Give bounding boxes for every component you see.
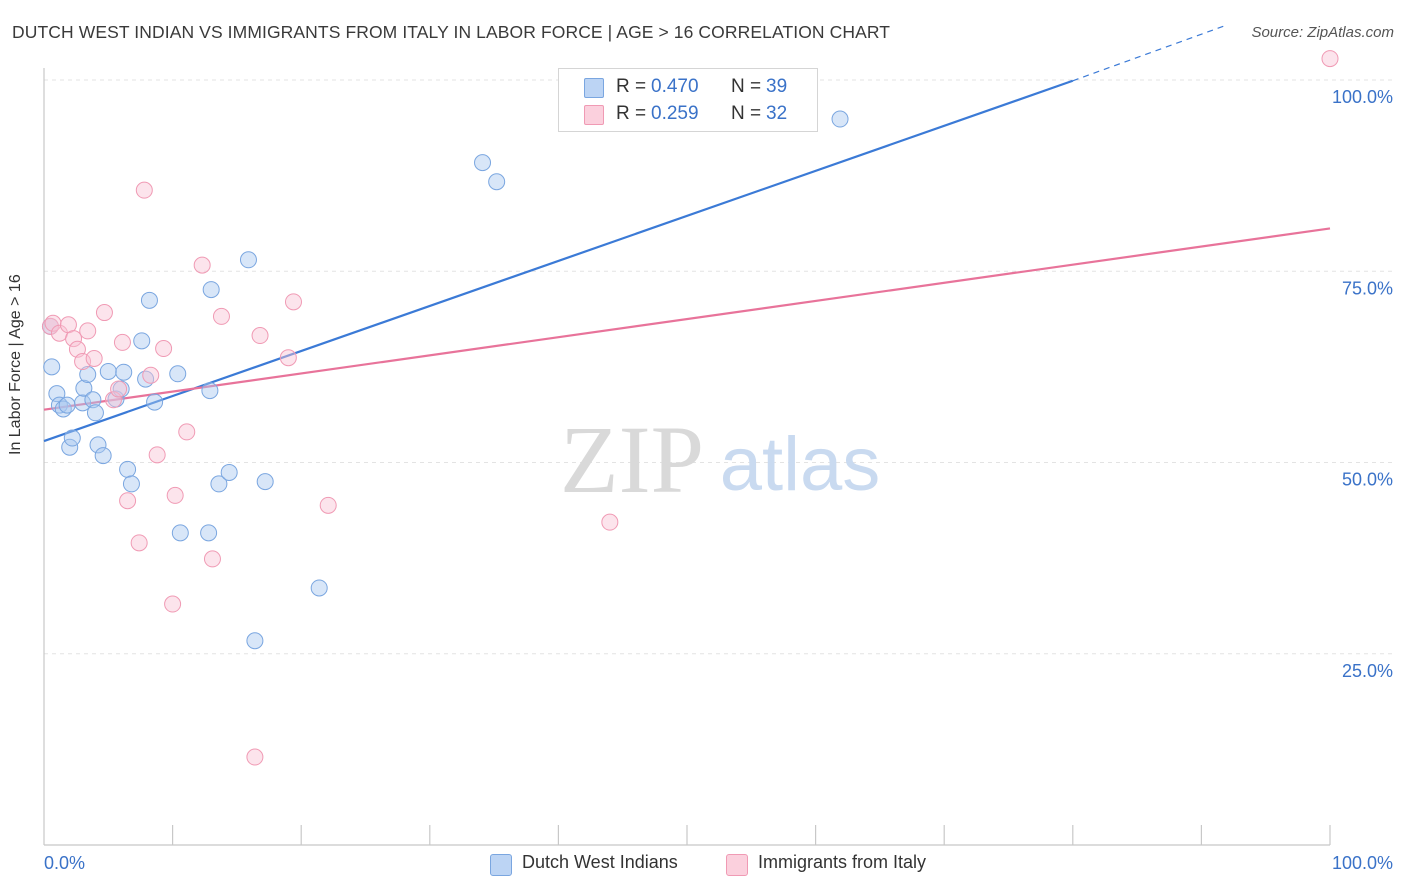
bottom-legend-label: Immigrants from Italy xyxy=(758,852,927,872)
point-dutch-west-indians xyxy=(256,473,274,491)
point-immigrants-italy xyxy=(251,327,269,345)
bottom-legend-label: Dutch West Indians xyxy=(522,852,678,872)
point-immigrants-italy xyxy=(193,256,211,274)
legend-swatch-pink xyxy=(584,105,604,125)
point-immigrants-italy xyxy=(130,534,148,552)
point-dutch-west-indians xyxy=(169,365,187,383)
legend-n-label: N = xyxy=(731,76,762,97)
watermark-atlas: atlas xyxy=(720,422,881,507)
point-immigrants-italy xyxy=(142,366,160,384)
point-immigrants-italy xyxy=(110,380,128,398)
legend-swatch-blue xyxy=(584,78,604,98)
point-dutch-west-indians xyxy=(201,382,219,400)
point-immigrants-italy xyxy=(113,333,131,351)
y-tick-label: 100.0% xyxy=(1332,87,1393,107)
legend-r-label: R = xyxy=(616,76,647,97)
legend-r-value: 0.470 xyxy=(651,76,699,97)
point-immigrants-italy xyxy=(85,349,103,367)
source-label: Source: ZipAtlas.com xyxy=(1251,24,1394,41)
point-immigrants-italy xyxy=(65,330,83,348)
point-dutch-west-indians xyxy=(210,475,228,493)
x-tick-label: 100.0% xyxy=(1332,853,1393,873)
point-dutch-west-indians xyxy=(310,579,328,597)
y-axis-label: In Labor Force | Age > 16 xyxy=(7,274,24,455)
point-dutch-west-indians xyxy=(122,475,140,493)
axes xyxy=(43,68,1331,846)
point-immigrants-italy xyxy=(41,317,59,335)
gridlines xyxy=(44,79,1392,655)
point-immigrants-italy xyxy=(166,486,184,504)
point-dutch-west-indians xyxy=(58,396,76,414)
point-dutch-west-indians xyxy=(171,524,189,542)
point-dutch-west-indians xyxy=(63,429,81,447)
point-immigrants-italy xyxy=(212,307,230,325)
chart-title: DUTCH WEST INDIAN VS IMMIGRANTS FROM ITA… xyxy=(12,22,891,42)
x-tick-label: 0.0% xyxy=(44,853,85,873)
point-dutch-west-indians xyxy=(86,404,104,422)
point-dutch-west-indians xyxy=(239,251,257,269)
point-dutch-west-indians xyxy=(146,393,164,411)
point-immigrants-italy xyxy=(148,446,166,464)
point-immigrants-italy xyxy=(155,340,173,358)
point-dutch-west-indians xyxy=(474,154,492,172)
point-immigrants-italy xyxy=(246,748,264,766)
point-dutch-west-indians xyxy=(84,391,102,409)
point-dutch-west-indians xyxy=(115,363,133,381)
point-immigrants-italy xyxy=(178,423,196,441)
watermark-zip: ZIP xyxy=(560,406,704,513)
point-immigrants-italy xyxy=(95,304,113,322)
point-dutch-west-indians xyxy=(488,173,506,191)
point-immigrants-italy xyxy=(1321,50,1339,68)
point-immigrants-italy xyxy=(601,513,619,531)
point-immigrants-italy xyxy=(119,492,137,510)
point-dutch-west-indians xyxy=(75,379,93,397)
point-dutch-west-indians xyxy=(202,281,220,299)
legend-n-value: 32 xyxy=(766,103,788,124)
point-immigrants-italy xyxy=(279,349,297,367)
tick-labels: 25.0% 50.0% 75.0% 100.0% 0.0% 100.0% xyxy=(44,87,1393,873)
point-dutch-west-indians xyxy=(89,436,107,454)
legend-swatch-pink xyxy=(726,854,748,876)
point-dutch-west-indians xyxy=(200,524,218,542)
point-dutch-west-indians xyxy=(99,362,117,380)
legend-n-value: 39 xyxy=(766,76,788,97)
y-tick-label: 50.0% xyxy=(1342,470,1393,490)
point-immigrants-italy xyxy=(203,550,221,568)
point-dutch-west-indians xyxy=(133,332,151,350)
point-immigrants-italy xyxy=(104,391,122,409)
point-dutch-west-indians xyxy=(119,460,137,478)
trend-line-extension xyxy=(1072,24,1228,82)
point-immigrants-italy xyxy=(79,322,97,340)
watermark: ZIP atlas xyxy=(560,406,880,513)
point-immigrants-italy xyxy=(164,595,182,613)
trend-line-immigrants-italy xyxy=(43,227,1331,411)
legend-box: R = 0.470 N = 39 R = 0.259 N = 32 xyxy=(558,68,818,132)
point-immigrants-italy xyxy=(135,181,153,199)
point-dutch-west-indians xyxy=(74,394,92,412)
point-dutch-west-indians xyxy=(79,366,97,384)
legend-swatch-blue xyxy=(490,854,512,876)
point-dutch-west-indians xyxy=(43,358,61,376)
legend-r-label: R = xyxy=(616,103,647,124)
point-dutch-west-indians xyxy=(220,463,238,481)
trend-line-dutch-west-indians xyxy=(43,79,1074,443)
legend-r-value: 0.259 xyxy=(651,103,699,124)
point-dutch-west-indians xyxy=(94,447,112,465)
y-tick-label: 75.0% xyxy=(1342,278,1393,298)
data-points xyxy=(41,50,1339,766)
y-tick-label: 25.0% xyxy=(1342,661,1393,681)
point-dutch-west-indians xyxy=(140,291,158,309)
point-dutch-west-indians xyxy=(246,632,264,650)
point-immigrants-italy xyxy=(284,293,302,311)
trend-lines xyxy=(43,24,1331,443)
legend-n-label: N = xyxy=(731,103,762,124)
point-immigrants-italy xyxy=(319,496,337,514)
point-dutch-west-indians xyxy=(831,110,849,128)
